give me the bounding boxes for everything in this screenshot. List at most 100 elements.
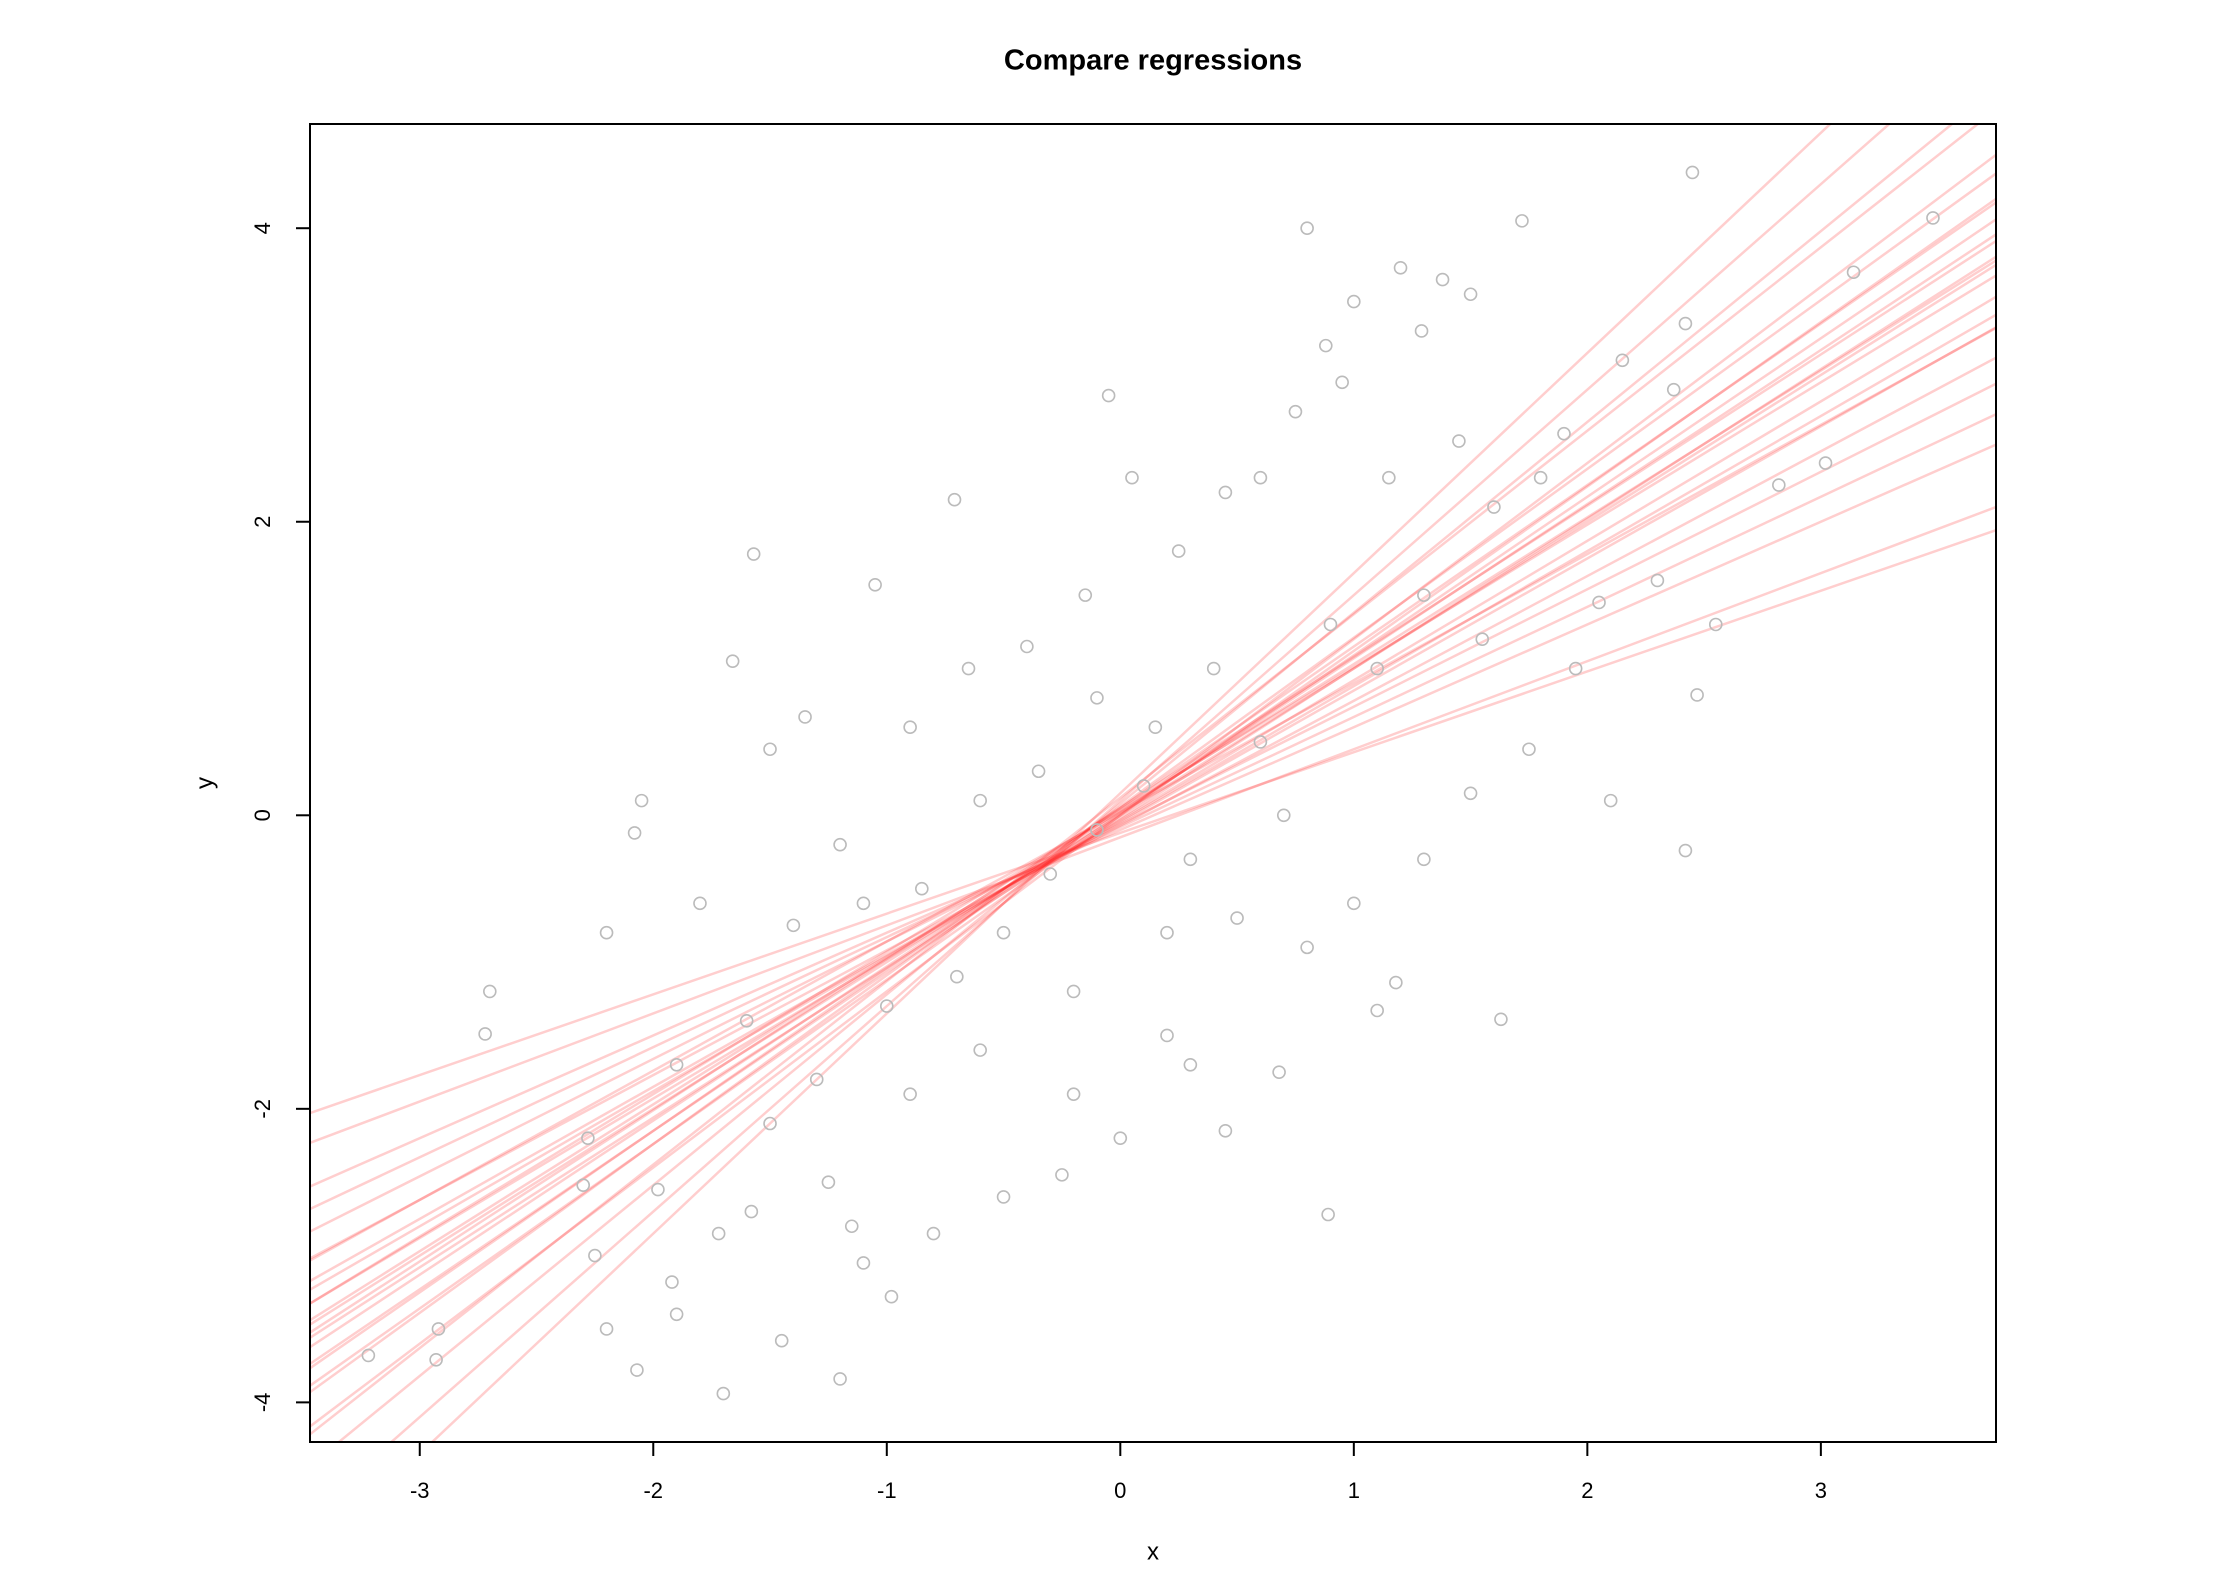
point — [1435, 272, 1450, 287]
point — [746, 547, 761, 561]
regression-line — [310, 505, 1996, 1145]
point — [1253, 735, 1268, 749]
point — [1522, 742, 1536, 757]
regression-line — [310, 413, 1996, 1211]
point — [669, 1057, 684, 1072]
point — [1494, 1012, 1508, 1027]
point — [1300, 940, 1314, 955]
regression-line — [310, 172, 1996, 1394]
point — [1452, 434, 1466, 448]
point — [1230, 911, 1244, 925]
point — [1300, 221, 1314, 236]
point — [1393, 261, 1408, 275]
point — [950, 969, 964, 984]
point — [1043, 867, 1058, 881]
y-axis-label: y — [191, 777, 218, 789]
regression-line — [310, 313, 1996, 1291]
point — [1171, 544, 1186, 558]
point — [821, 1175, 836, 1190]
point — [1136, 779, 1151, 793]
chart-title: Compare regressions — [1004, 45, 1302, 77]
point — [1603, 793, 1618, 808]
x-tick-label: 2 — [1581, 1478, 1593, 1503]
x-tick-label: 3 — [1815, 1478, 1827, 1503]
point — [1066, 1087, 1081, 1101]
point — [1113, 1131, 1128, 1145]
regression-line — [430, 124, 1833, 1442]
point — [1160, 1028, 1174, 1043]
point — [879, 999, 894, 1013]
point — [903, 720, 917, 735]
point — [1183, 1057, 1198, 1072]
point — [774, 1333, 789, 1348]
point — [693, 896, 707, 911]
point — [1055, 1168, 1069, 1182]
point — [1926, 211, 1940, 225]
point — [1335, 375, 1349, 390]
regression-line — [310, 274, 1996, 1305]
regression-line — [310, 529, 1996, 1115]
y-tick-label: -2 — [250, 1099, 275, 1119]
point — [739, 1013, 754, 1028]
point — [798, 710, 812, 724]
point — [856, 1256, 871, 1270]
point — [1533, 470, 1548, 485]
point — [926, 1226, 941, 1241]
point — [744, 1204, 759, 1219]
point — [588, 1248, 602, 1263]
point — [1288, 404, 1303, 419]
y-tick-label: -4 — [250, 1393, 275, 1413]
point — [1090, 823, 1104, 837]
point — [947, 492, 962, 507]
point — [1148, 720, 1163, 735]
point — [669, 1307, 684, 1322]
point — [599, 925, 614, 940]
regression-line — [336, 124, 1954, 1442]
point — [478, 1027, 492, 1041]
x-tick-label: 0 — [1114, 1478, 1126, 1503]
point — [1417, 588, 1431, 602]
point — [634, 793, 649, 808]
point — [1347, 896, 1361, 911]
point — [361, 1348, 376, 1363]
points — [361, 165, 1940, 1401]
regression-line — [310, 255, 1996, 1339]
point — [915, 881, 929, 896]
point — [856, 896, 871, 911]
point — [711, 1226, 726, 1241]
point — [996, 925, 1011, 940]
point — [1846, 265, 1861, 280]
regression-line — [310, 263, 1996, 1326]
point — [1678, 843, 1693, 858]
point — [868, 578, 882, 592]
point — [1568, 661, 1583, 676]
point — [1666, 382, 1681, 397]
regression-line — [310, 443, 1996, 1188]
point — [431, 1322, 446, 1336]
regression-line — [310, 124, 1980, 1436]
regression-line — [310, 197, 1996, 1387]
y-tick-label: 2 — [250, 516, 275, 528]
point — [833, 837, 847, 852]
point — [1818, 456, 1833, 470]
x-tick-label: 1 — [1348, 1478, 1360, 1503]
regression-line — [310, 326, 1996, 1262]
point — [1253, 470, 1268, 485]
point — [1020, 639, 1034, 654]
point — [1650, 573, 1665, 588]
point — [1206, 661, 1221, 676]
point — [1272, 1065, 1286, 1079]
point — [1678, 316, 1693, 331]
point — [581, 1131, 595, 1145]
point — [973, 1043, 987, 1057]
point — [844, 1219, 859, 1234]
point — [1276, 808, 1291, 823]
point — [483, 984, 497, 999]
point — [1708, 617, 1723, 632]
regression-line — [310, 153, 1996, 1428]
point — [576, 1178, 591, 1192]
point — [1323, 617, 1338, 632]
point — [1101, 388, 1116, 403]
point — [1218, 485, 1233, 500]
point — [1321, 1207, 1335, 1222]
